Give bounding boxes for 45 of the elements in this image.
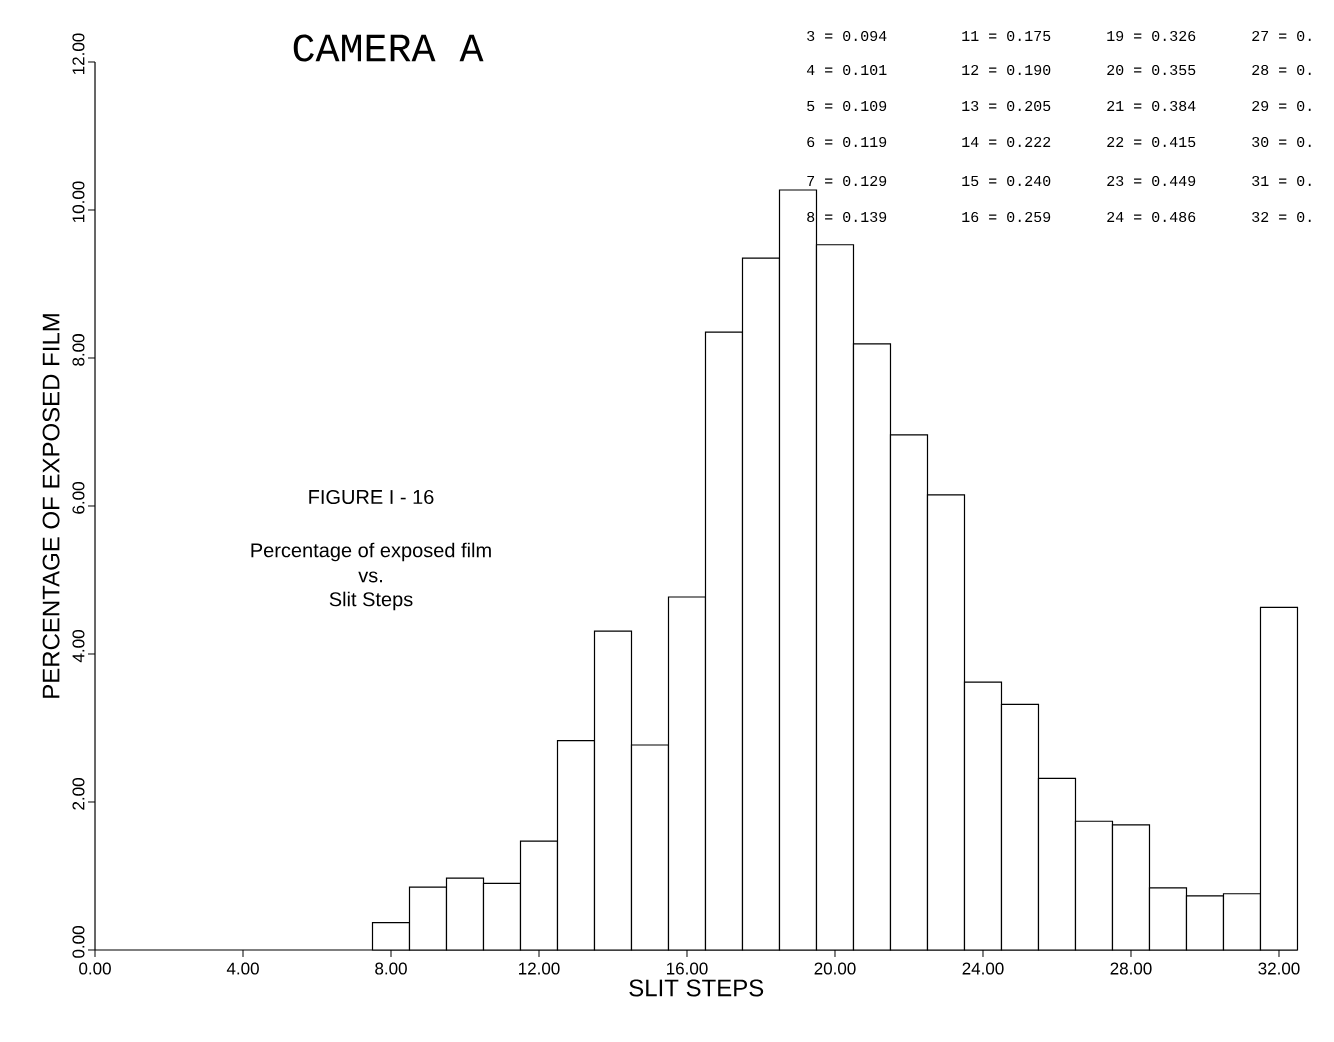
annotation: 8 = 0.139 [807,211,887,223]
annotation: FIGURE I - 16 [309,489,434,505]
chart-title: CAMERA A [293,34,484,62]
text: 27 = 0. [1252,30,1311,42]
annotation: 31 = 0. [1252,175,1311,187]
y-axis-title: PERCENTAGE OF EXPOSED FILM [42,314,60,698]
y-tick-label: 8.00 [72,334,85,366]
annotation: 20 = 0.355 [1107,64,1196,76]
text: 3 = 0.094 [807,30,887,42]
annotation: 22 = 0.415 [1107,136,1196,148]
annotation: 6 = 0.119 [807,136,887,148]
text: 19 = 0.326 [1107,30,1196,42]
text: 11 = 0.175 [962,30,1051,42]
annotation: 30 = 0. [1252,136,1311,148]
annotation: 24 = 0.486 [1107,211,1196,223]
y-tick-label: 10.00 [72,181,85,222]
x-tick-label: 4.00 [226,962,259,975]
annotation: 16 = 0.259 [962,211,1051,223]
y-tick-label: 4.00 [72,630,85,663]
annotation: Percentage of exposed film [251,542,491,562]
x-tick-label: 12.00 [519,962,560,975]
x-tick-label: 16.00 [667,962,708,975]
annotation: vs. [358,571,382,583]
annotation: 14 = 0.222 [962,136,1051,148]
annotation: 5 = 0.109 [807,100,887,112]
annotation: Slit Steps [329,591,413,611]
y-tick-label: 2.00 [72,778,85,810]
annotation: 28 = 0. [1252,64,1311,76]
x-tick-label: 24.00 [962,962,1004,975]
annotation: 7 = 0.129 [807,175,887,187]
annotation: 15 = 0.240 [962,175,1051,187]
annotation: 13 = 0.205 [962,100,1051,112]
annotation: 12 = 0.190 [962,64,1051,76]
y-tick-label: 12.00 [72,33,85,74]
x-tick-label: 32.00 [1258,962,1300,975]
annotation: 21 = 0.384 [1107,100,1196,112]
x-tick-label: 8.00 [375,962,407,975]
x-tick-label: 28.00 [1110,962,1152,975]
annotation: 29 = 0. [1252,100,1311,112]
x-axis-title: SLIT STEPS [629,979,764,997]
x-tick-label: 20.00 [814,962,856,975]
annotation: 32 = 0. [1252,211,1311,223]
annotation: 23 = 0.449 [1107,175,1196,187]
annotation: 4 = 0.101 [806,64,887,76]
y-tick-label: 6.00 [72,482,85,514]
